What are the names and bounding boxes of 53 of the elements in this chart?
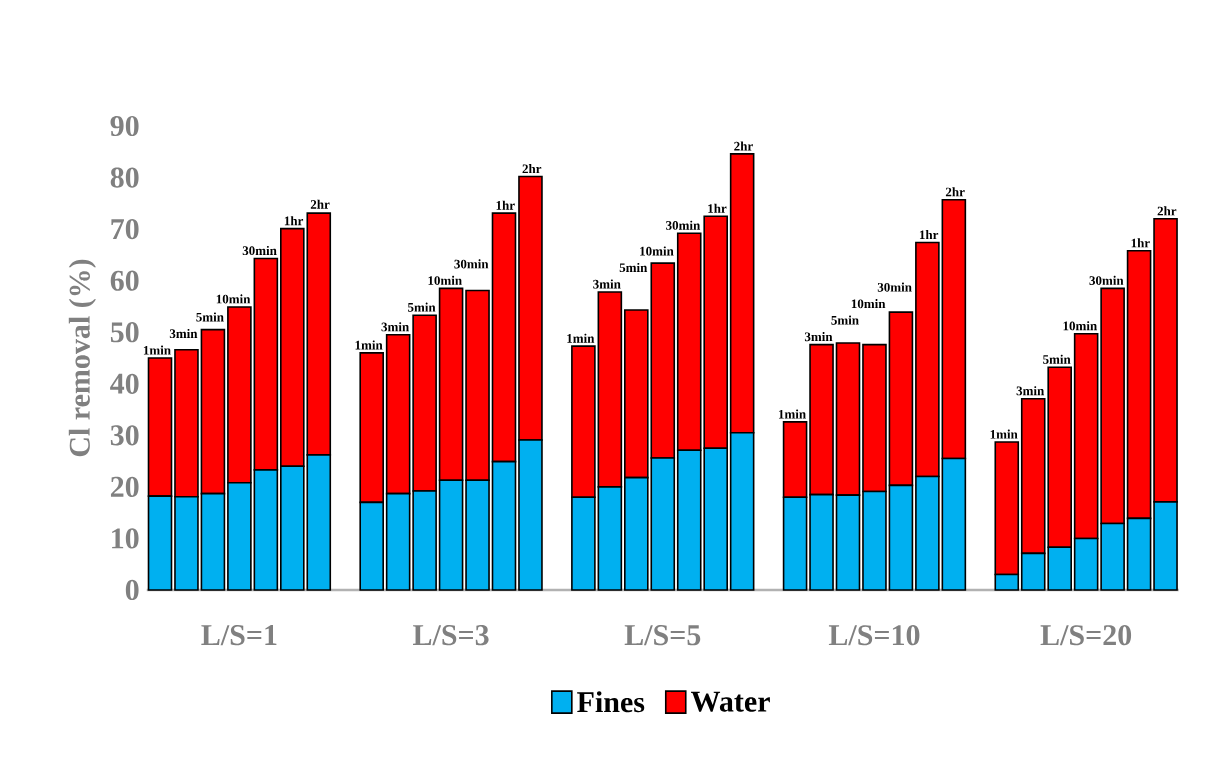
annotation: 30min — [666, 220, 701, 230]
annotation: 30min — [454, 259, 489, 269]
annotation: 1hr — [284, 216, 304, 226]
y-tick-label: 40 — [110, 373, 139, 394]
y-tick-label: 20 — [110, 476, 139, 497]
annotation: 5min — [619, 262, 648, 273]
annotation: 1min — [567, 333, 595, 343]
annotation: 1min — [143, 345, 171, 355]
annotation: 2hr — [1157, 206, 1177, 216]
y-tick-label: 10 — [112, 528, 139, 549]
annotation: 2hr — [734, 141, 753, 151]
annotation: 10min — [640, 246, 674, 256]
annotation: 3min — [1016, 386, 1045, 396]
y-tick-label: 80 — [110, 167, 139, 188]
annotation: 5min — [831, 315, 859, 325]
annotation: 1min — [355, 340, 383, 350]
text: L/S=10 — [828, 625, 920, 646]
annotation: 10min — [1063, 321, 1097, 331]
annotation: 10min — [851, 299, 886, 309]
annotation: 3min — [804, 332, 833, 342]
annotation: 1hr — [708, 203, 727, 213]
y-tick-label: 70 — [111, 218, 139, 240]
annotation: 1hr — [496, 200, 515, 210]
annotation: 1min — [990, 429, 1018, 439]
y-axis-title: Cl removal (%) — [68, 259, 96, 457]
annotation: 5min — [1043, 354, 1071, 364]
annotation: 3min — [169, 328, 198, 339]
annotation: 10min — [428, 275, 462, 285]
y-tick-label: 30 — [110, 425, 139, 446]
annotation: 30min — [877, 282, 912, 292]
text: L/S=20 — [1040, 625, 1132, 646]
text: L/S=5 — [624, 625, 701, 646]
annotation: 2hr — [945, 187, 965, 197]
y-tick-label: 0 — [125, 579, 139, 601]
annotation: 5min — [196, 312, 224, 322]
y-tick-label: 60 — [110, 270, 139, 291]
y-tick-label: 50 — [110, 322, 139, 343]
annotation: 30min — [242, 245, 277, 256]
annotation: 2hr — [310, 199, 330, 209]
annotation: 2hr — [522, 164, 542, 174]
legend-label: Water — [690, 691, 770, 712]
annotation: 1min — [778, 409, 806, 419]
annotation: 3min — [593, 279, 621, 289]
y-tick-label: 90 — [110, 115, 139, 137]
annotation: 1hr — [919, 230, 939, 240]
legend-label: Fines — [577, 691, 645, 713]
text: L/S=3 — [413, 625, 489, 646]
annotation: 5min — [408, 302, 436, 312]
annotation: 1hr — [1131, 238, 1150, 248]
annotation: 3min — [381, 322, 409, 332]
annotation: 10min — [216, 294, 251, 304]
annotation: 30min — [1089, 275, 1124, 285]
text: L/S=1 — [201, 625, 277, 646]
